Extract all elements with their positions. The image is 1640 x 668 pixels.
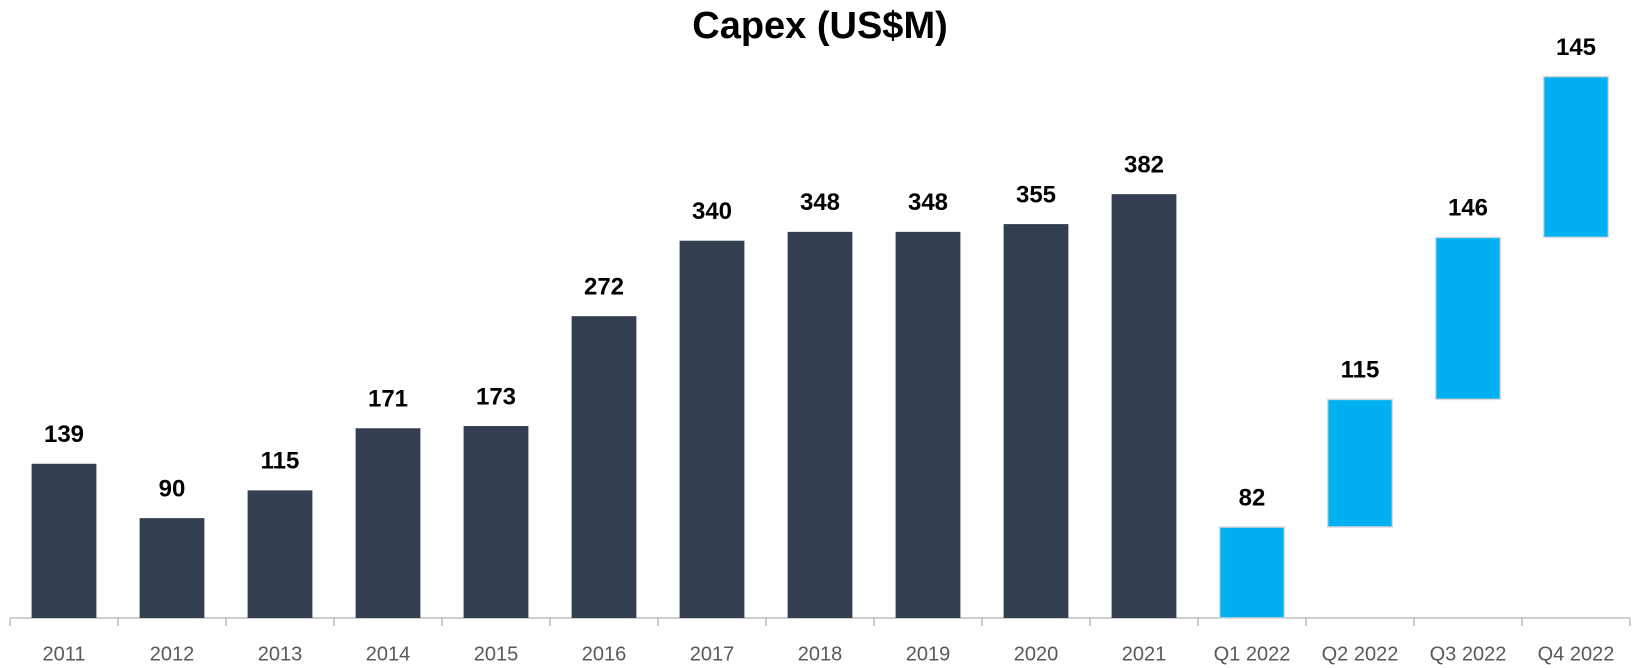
bar: [895, 231, 961, 618]
value-label: 340: [692, 198, 732, 225]
value-label: 272: [584, 274, 624, 301]
value-label: 171: [368, 386, 408, 413]
x-tick-label: 2019: [906, 643, 951, 665]
bar: [1218, 526, 1286, 619]
value-label: 348: [800, 189, 840, 216]
x-tick-label: 2020: [1014, 643, 1059, 665]
x-tick-label: 2021: [1122, 643, 1167, 665]
bar: [787, 231, 853, 618]
bar: [1003, 224, 1069, 618]
bar: [1542, 75, 1610, 239]
x-tick-label: 2012: [150, 643, 195, 665]
x-tick-label: Q4 2022: [1538, 643, 1615, 665]
x-tick-label: 2014: [366, 643, 411, 665]
x-tick-label: 2013: [258, 643, 303, 665]
value-label: 173: [476, 383, 516, 410]
value-label: 382: [1124, 151, 1164, 178]
value-label: 355: [1016, 181, 1056, 208]
bar: [679, 240, 745, 618]
x-tick-label: Q3 2022: [1430, 643, 1507, 665]
value-label: 145: [1556, 34, 1596, 61]
chart-title: Capex (US$M): [692, 5, 948, 47]
x-tick-label: 2018: [798, 643, 843, 665]
x-tick-label: Q2 2022: [1322, 643, 1399, 665]
bar: [1434, 236, 1502, 401]
bar: [1111, 194, 1177, 618]
value-label: 115: [1341, 357, 1380, 384]
value-label: 90: [159, 475, 186, 502]
x-tick-label: 2011: [42, 643, 85, 665]
x-tick-label: 2017: [690, 643, 735, 665]
value-label: 115: [261, 448, 300, 475]
x-tick-label: Q1 2022: [1214, 643, 1291, 665]
bar: [1326, 398, 1394, 528]
x-tick-label: 2015: [474, 643, 519, 665]
value-label: 139: [44, 421, 84, 448]
bar: [31, 463, 97, 618]
x-tick-label: 2016: [582, 643, 627, 665]
bar: [463, 426, 529, 618]
value-label: 348: [908, 189, 948, 216]
value-label: 146: [1448, 195, 1488, 222]
bar: [139, 518, 205, 618]
bar: [355, 428, 421, 618]
bar: [571, 316, 637, 618]
bar: [247, 490, 313, 618]
value-label: 82: [1239, 484, 1266, 511]
